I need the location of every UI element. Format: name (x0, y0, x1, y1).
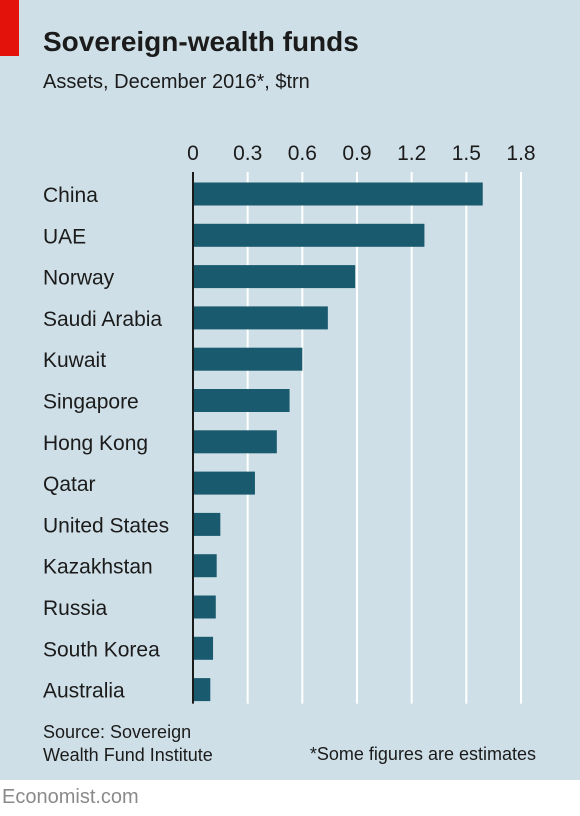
source-line-1: Source: Sovereign (43, 722, 192, 742)
category-label: Russia (43, 597, 108, 620)
chart-panel (0, 0, 580, 780)
bar-qatar (193, 471, 255, 495)
bar-norway (193, 265, 356, 289)
brand-accent-tag (0, 0, 19, 56)
category-label: Australia (43, 680, 125, 703)
category-label: Hong Kong (43, 432, 148, 455)
brand-footer: Economist.com (2, 786, 139, 808)
chart-title: Sovereign-wealth funds (43, 26, 359, 57)
bar-kazakhstan (193, 554, 217, 578)
bar-south-korea (193, 636, 214, 660)
category-label: South Korea (43, 638, 160, 661)
bar-hong-kong (193, 430, 277, 454)
category-label: UAE (43, 225, 86, 248)
bar-chart: 0 0.3 0.6 0.9 1.2 1.5 1.8 China UAE Norway Saudi … (43, 142, 536, 704)
bar-russia (193, 595, 216, 619)
category-label: China (43, 184, 98, 207)
x-tick-label: 1.5 (452, 142, 481, 165)
bar-kuwait (193, 347, 303, 371)
x-tick-label: 0 (187, 142, 199, 165)
bar-singapore (193, 389, 290, 412)
category-label: Kuwait (43, 349, 106, 372)
x-tick-label: 0.9 (342, 142, 371, 165)
source-line-2: Wealth Fund Institute (43, 745, 213, 765)
category-label: Kazakhstan (43, 556, 153, 579)
category-label: Singapore (43, 391, 139, 414)
x-tick-label: 1.8 (506, 142, 535, 165)
gridlines (246, 172, 522, 704)
category-label: United States (43, 514, 169, 537)
bar-uae (193, 223, 425, 247)
category-label: Saudi Arabia (43, 308, 162, 331)
source-note: Source: Sovereign Wealth Fund Institute (43, 721, 213, 767)
bar-saudi-arabia (193, 306, 328, 330)
x-tick-label: 0.6 (288, 142, 317, 165)
category-label: Qatar (43, 473, 96, 496)
x-tick-label: 1.2 (397, 142, 426, 165)
bars (193, 182, 483, 702)
x-axis-ticks: 0 0.3 0.6 0.9 1.2 1.5 1.8 (187, 142, 535, 165)
estimates-footnote: *Some figures are estimates (309, 744, 536, 764)
category-label: Norway (43, 267, 115, 290)
category-labels: China UAE Norway Saudi Arabia Kuwait Singapor… (43, 184, 169, 703)
bar-united-states (193, 512, 221, 536)
bar-australia (193, 678, 211, 702)
chart-subtitle: Assets, December 2016*, $trn (43, 71, 310, 93)
x-tick-label: 0.3 (233, 142, 262, 165)
bar-china (193, 182, 483, 206)
